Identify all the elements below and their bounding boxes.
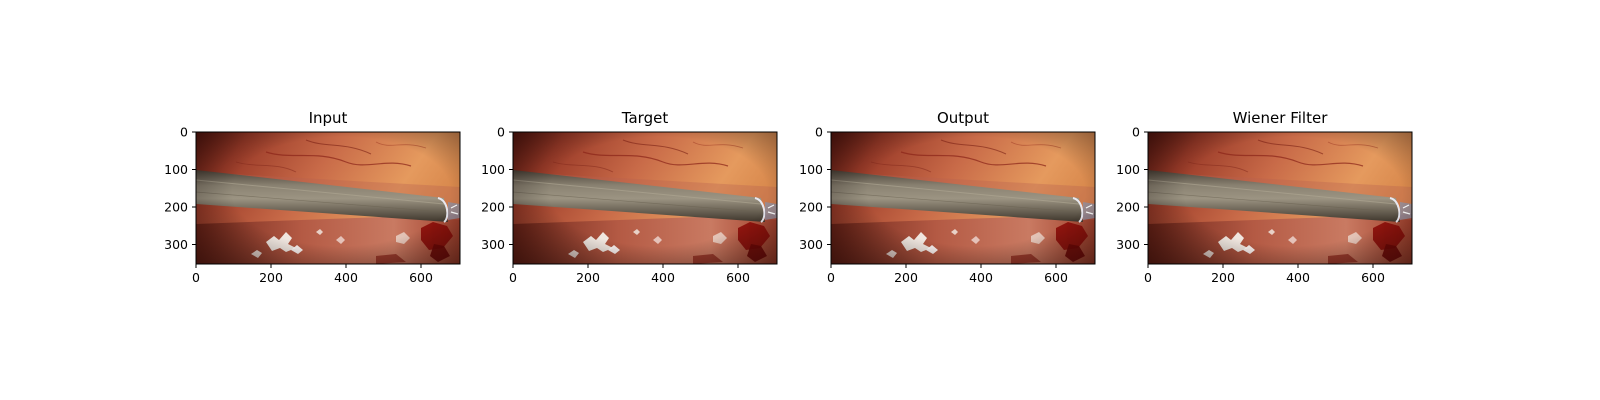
panel-target-x-tick-label: 0 (509, 270, 517, 285)
panel-output-x-tick-label: 600 (1044, 270, 1068, 285)
panel-wiener-filter: Wiener Filter 0 200 400 600 0 100 200 300 (1116, 109, 1412, 285)
panel-target-y-tick-label: 0 (497, 125, 505, 140)
panel-wiener-filter-title: Wiener Filter (1233, 109, 1329, 127)
panel-wiener-filter-y-tick-label: 200 (1116, 200, 1140, 215)
panel-wiener-filter-x-tick-label: 400 (1286, 270, 1310, 285)
panel-output-title: Output (937, 109, 989, 127)
panel-output-axes-frame (830, 131, 1096, 265)
panel-target-axes-frame (512, 131, 778, 265)
panel-output-y-tick-label: 0 (815, 125, 823, 140)
panel-wiener-filter-image (1148, 132, 1412, 264)
panel-input-x-tick-label: 600 (409, 270, 433, 285)
panel-input-y-tick-label: 0 (180, 125, 188, 140)
panel-input: Input 0 200 400 600 0 100 200 300 (164, 109, 460, 285)
panel-target-y-tick-label: 100 (481, 162, 505, 177)
panel-input-x-tick-label: 400 (334, 270, 358, 285)
panel-output-y-tick-label: 200 (799, 200, 823, 215)
panel-target: Target 0 200 400 600 0 100 200 300 (481, 109, 777, 285)
panel-wiener-filter-x-tick-label: 600 (1361, 270, 1385, 285)
panel-output-x-tick-label: 200 (894, 270, 918, 285)
panel-output-x-tick-label: 400 (969, 270, 993, 285)
panel-output-x-tick-label: 0 (827, 270, 835, 285)
panel-target-y-tick-label: 300 (481, 237, 505, 252)
panel-wiener-filter-x-tick-label: 200 (1211, 270, 1235, 285)
panel-target-x-tick-label: 600 (726, 270, 750, 285)
panel-wiener-filter-y-tick-label: 100 (1116, 162, 1140, 177)
panel-input-title: Input (309, 109, 348, 127)
panel-target-image (513, 132, 777, 264)
panel-input-x-tick-label: 0 (192, 270, 200, 285)
panel-wiener-filter-y-tick-label: 0 (1132, 125, 1140, 140)
panel-output-image (831, 132, 1095, 264)
panel-target-x-tick-label: 400 (651, 270, 675, 285)
panel-input-y-tick-label: 100 (164, 162, 188, 177)
panel-output-y-tick-label: 300 (799, 237, 823, 252)
panel-input-x-tick-label: 200 (259, 270, 283, 285)
panel-target-x-tick-label: 200 (576, 270, 600, 285)
panel-wiener-filter-axes-frame (1147, 131, 1413, 265)
panel-input-image (196, 132, 460, 264)
panel-input-y-tick-label: 300 (164, 237, 188, 252)
panel-target-title: Target (621, 109, 669, 127)
panel-wiener-filter-x-tick-label: 0 (1144, 270, 1152, 285)
panel-target-y-tick-label: 200 (481, 200, 505, 215)
panel-output-y-tick-label: 100 (799, 162, 823, 177)
panel-output: Output 0 200 400 600 0 100 200 300 (799, 109, 1095, 285)
panel-input-y-tick-label: 200 (164, 200, 188, 215)
panel-input-axes-frame (195, 131, 461, 265)
panel-wiener-filter-y-tick-label: 300 (1116, 237, 1140, 252)
